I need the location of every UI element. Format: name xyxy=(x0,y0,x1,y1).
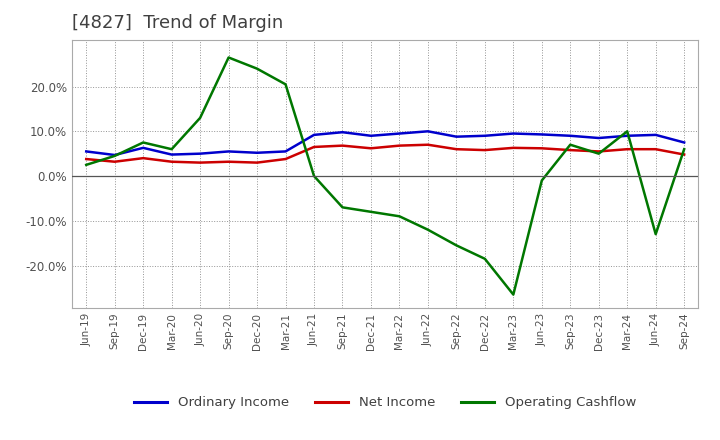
Ordinary Income xyxy=(338,129,347,135)
Net Income xyxy=(566,147,575,153)
Ordinary Income xyxy=(595,136,603,141)
Legend: Ordinary Income, Net Income, Operating Cashflow: Ordinary Income, Net Income, Operating C… xyxy=(129,391,642,414)
Ordinary Income xyxy=(310,132,318,138)
Line: Operating Cashflow: Operating Cashflow xyxy=(86,58,684,295)
Net Income xyxy=(537,146,546,151)
Operating Cashflow xyxy=(537,178,546,183)
Net Income xyxy=(423,142,432,147)
Net Income xyxy=(680,152,688,157)
Operating Cashflow xyxy=(652,231,660,237)
Net Income xyxy=(509,145,518,150)
Operating Cashflow xyxy=(509,292,518,297)
Net Income xyxy=(452,147,461,152)
Ordinary Income xyxy=(395,131,404,136)
Net Income xyxy=(225,159,233,165)
Operating Cashflow xyxy=(167,147,176,152)
Ordinary Income xyxy=(566,133,575,139)
Operating Cashflow xyxy=(310,173,318,179)
Operating Cashflow xyxy=(196,115,204,121)
Ordinary Income xyxy=(652,132,660,138)
Net Income xyxy=(282,156,290,161)
Ordinary Income xyxy=(366,133,375,139)
Net Income xyxy=(623,147,631,152)
Ordinary Income xyxy=(623,133,631,139)
Operating Cashflow xyxy=(139,140,148,145)
Operating Cashflow xyxy=(623,128,631,134)
Operating Cashflow xyxy=(366,209,375,214)
Operating Cashflow xyxy=(452,243,461,248)
Net Income xyxy=(167,159,176,165)
Net Income xyxy=(196,160,204,165)
Ordinary Income xyxy=(452,134,461,139)
Ordinary Income xyxy=(253,150,261,155)
Net Income xyxy=(253,160,261,165)
Ordinary Income xyxy=(423,128,432,134)
Line: Ordinary Income: Ordinary Income xyxy=(86,131,684,155)
Net Income xyxy=(366,146,375,151)
Ordinary Income xyxy=(82,149,91,154)
Operating Cashflow xyxy=(595,151,603,156)
Ordinary Income xyxy=(225,149,233,154)
Operating Cashflow xyxy=(680,147,688,152)
Net Income xyxy=(652,147,660,152)
Ordinary Income xyxy=(110,152,119,158)
Operating Cashflow xyxy=(338,205,347,210)
Operating Cashflow xyxy=(282,82,290,87)
Operating Cashflow xyxy=(82,162,91,168)
Net Income xyxy=(338,143,347,148)
Text: [4827]  Trend of Margin: [4827] Trend of Margin xyxy=(72,15,283,33)
Net Income xyxy=(595,149,603,154)
Operating Cashflow xyxy=(395,214,404,219)
Operating Cashflow xyxy=(566,142,575,147)
Ordinary Income xyxy=(196,151,204,156)
Net Income xyxy=(82,156,91,161)
Net Income xyxy=(139,155,148,161)
Operating Cashflow xyxy=(423,227,432,232)
Net Income xyxy=(480,147,489,153)
Ordinary Income xyxy=(139,145,148,150)
Net Income xyxy=(110,159,119,165)
Ordinary Income xyxy=(282,149,290,154)
Operating Cashflow xyxy=(480,256,489,261)
Operating Cashflow xyxy=(225,55,233,60)
Ordinary Income xyxy=(167,152,176,157)
Ordinary Income xyxy=(537,132,546,137)
Net Income xyxy=(395,143,404,148)
Net Income xyxy=(310,144,318,150)
Operating Cashflow xyxy=(253,66,261,71)
Ordinary Income xyxy=(480,133,489,139)
Ordinary Income xyxy=(509,131,518,136)
Line: Net Income: Net Income xyxy=(86,145,684,163)
Operating Cashflow xyxy=(110,153,119,158)
Ordinary Income xyxy=(680,140,688,145)
